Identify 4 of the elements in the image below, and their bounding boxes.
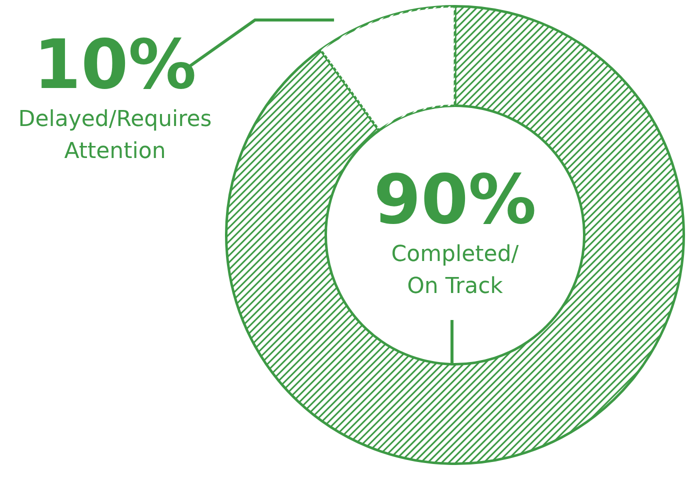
- slice-label: Delayed/Requires Attention: [18, 107, 212, 164]
- data-label: 90%: [374, 161, 536, 240]
- slice-label: Completed/ On Track: [391, 242, 520, 299]
- data-label: 10%: [34, 26, 196, 105]
